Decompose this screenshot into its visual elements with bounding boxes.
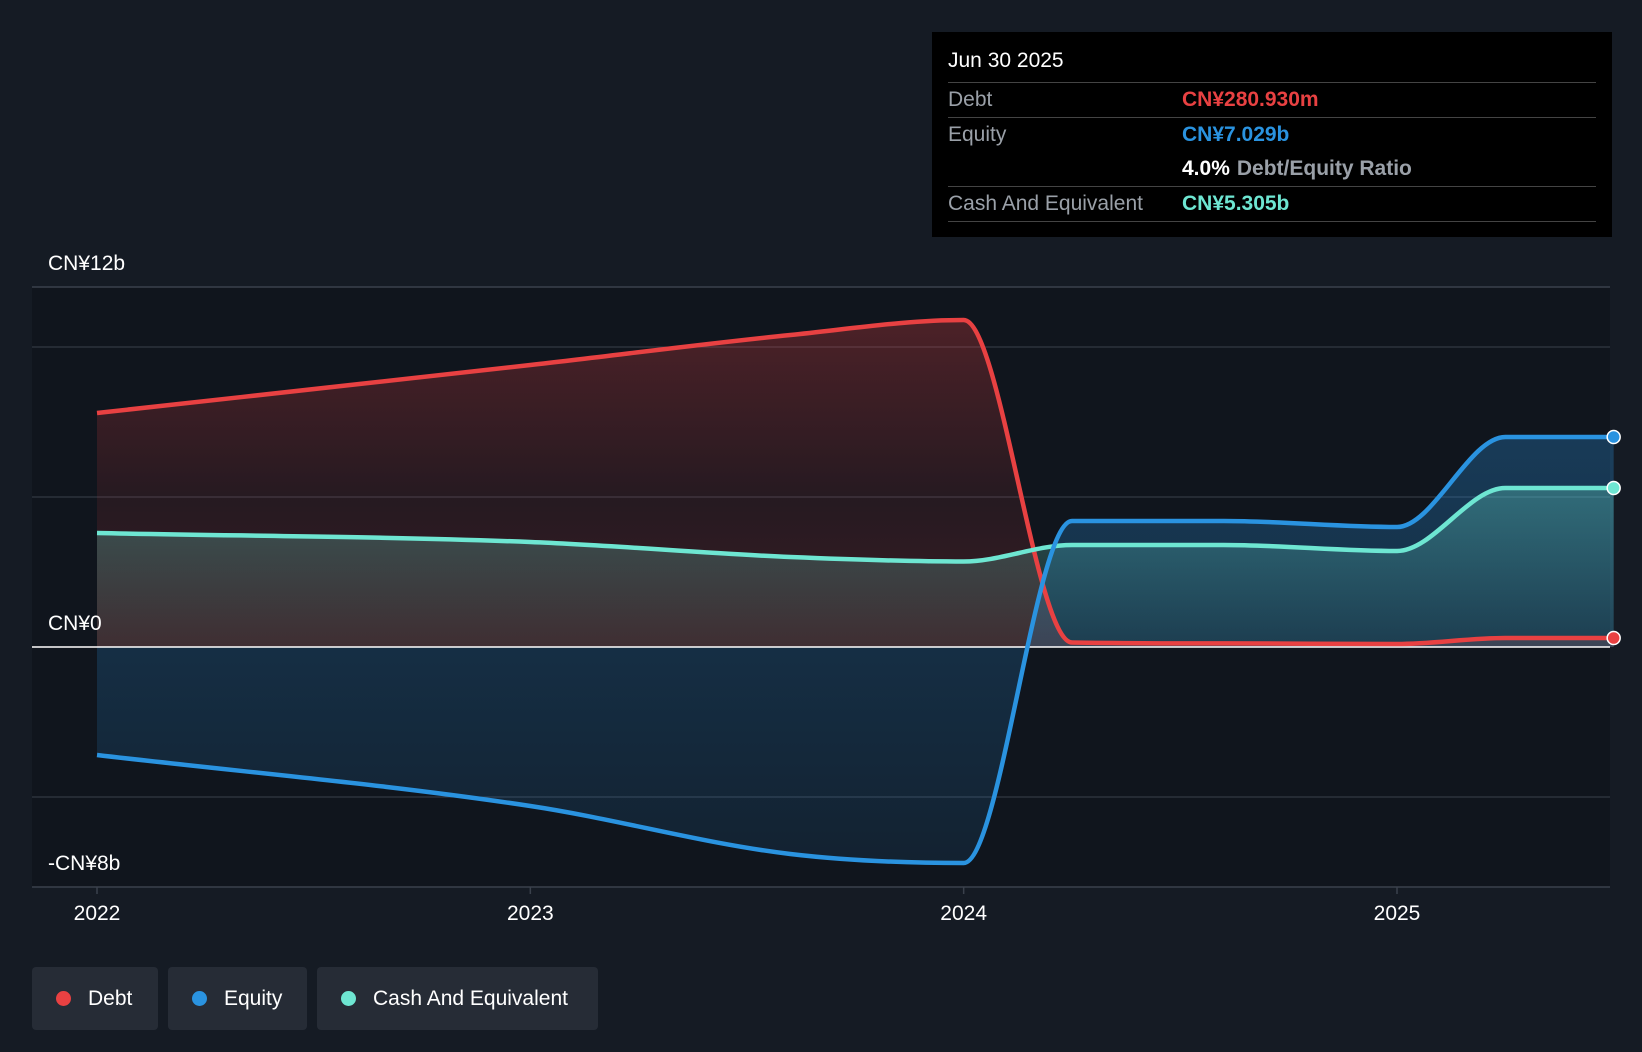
tooltip-date: Jun 30 2025: [948, 46, 1596, 83]
equity-dot-icon: [192, 991, 207, 1006]
legend: Debt Equity Cash And Equivalent: [32, 967, 598, 1030]
debt-line: [96, 317, 1614, 647]
tooltip-ratio-value: 4.0%: [1182, 157, 1230, 180]
legend-equity-label: Equity: [224, 986, 283, 1010]
tooltip-ratio-label: Debt/Equity Ratio: [1236, 157, 1412, 180]
tooltip-cash-value: CN¥5.305b: [1182, 192, 1290, 215]
debt-end-point[interactable]: [1606, 630, 1621, 646]
y-tick-label: CN¥12b: [48, 252, 125, 275]
x-tick-label: 2025: [1374, 902, 1421, 925]
legend-item-debt[interactable]: Debt: [32, 967, 158, 1030]
equity-line: [96, 434, 1614, 866]
y-tick-label: -CN¥8b: [48, 852, 120, 875]
legend-debt-label: Debt: [88, 986, 133, 1010]
x-tick-label: 2024: [940, 902, 987, 925]
cash-dot-icon: [341, 991, 356, 1006]
tooltip-ratio-row: 4.0% Debt/Equity Ratio: [948, 152, 1596, 187]
y-axis-labels: CN¥12b CN¥0 -CN¥8b: [48, 252, 125, 875]
series-lines: [96, 317, 1614, 866]
tooltip-cash-label: Cash And Equivalent: [948, 192, 1143, 215]
x-axis-labels: 2022 2023 2024 2025: [74, 887, 1421, 925]
tooltip-equity-label: Equity: [948, 123, 1007, 146]
tooltip-debt-value: CN¥280.930m: [1182, 88, 1319, 111]
end-markers: [1606, 429, 1621, 646]
legend-item-equity[interactable]: Equity: [168, 967, 307, 1030]
x-tick-label: 2022: [74, 902, 121, 925]
tooltip-cash-row: Cash And Equivalent CN¥5.305b: [948, 187, 1596, 222]
debt-dot-icon: [56, 991, 71, 1006]
legend-cash-label: Cash And Equivalent: [373, 986, 568, 1010]
equity-end-point[interactable]: [1606, 429, 1621, 445]
y-tick-label: CN¥0: [48, 612, 102, 635]
tooltip-equity-row: Equity CN¥7.029b: [948, 118, 1596, 152]
x-tick-label: 2023: [507, 902, 554, 925]
cash-end-point[interactable]: [1606, 480, 1621, 496]
legend-item-cash[interactable]: Cash And Equivalent: [317, 967, 598, 1030]
tooltip-debt-label: Debt: [948, 88, 993, 111]
cash-area: [97, 488, 1614, 647]
tooltip-equity-value: CN¥7.029b: [1182, 123, 1290, 146]
cash-line: [96, 485, 1614, 564]
tooltip-debt-row: Debt CN¥280.930m: [948, 83, 1596, 118]
tooltip: Jun 30 2025 Debt CN¥280.930m Equity CN¥7…: [932, 32, 1612, 237]
